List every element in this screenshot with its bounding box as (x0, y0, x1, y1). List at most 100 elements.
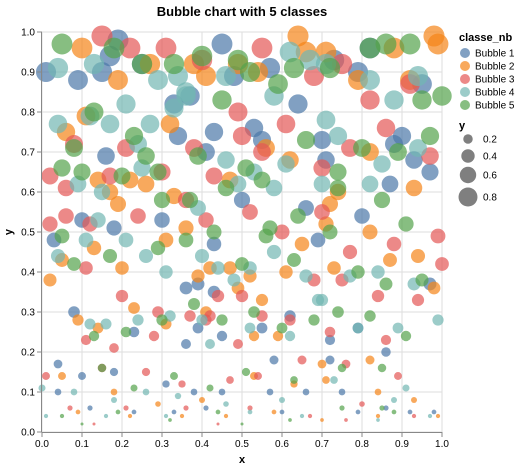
bubble-point (290, 208, 306, 224)
bubble-point (373, 155, 391, 173)
bubble-point (54, 388, 62, 396)
bubble-point (179, 281, 193, 295)
bubble-point (43, 273, 57, 287)
bubble-point (359, 401, 365, 407)
bubble-point (215, 409, 221, 415)
bubble-point (254, 372, 262, 380)
bubble-point (84, 102, 104, 122)
bubble-point (381, 175, 399, 193)
bubble-point (216, 66, 236, 86)
bubble-point (392, 126, 412, 146)
bubble-point (140, 114, 160, 134)
bubble-point (386, 236, 402, 252)
bubble-point (103, 413, 109, 419)
bubble-point (244, 322, 256, 334)
y-tick-label: 0.6 (21, 188, 35, 199)
bubble-point (211, 289, 225, 303)
bubble-point (178, 232, 194, 248)
bubble-point (97, 147, 115, 165)
bubble-point (232, 126, 252, 146)
bubble-point (242, 204, 258, 220)
bubble-point (258, 228, 274, 244)
bubble-point (42, 216, 58, 232)
bubble-point (339, 405, 345, 411)
size-legend-title: y (459, 120, 466, 132)
bubble-point (435, 257, 449, 271)
color-legend-swatch (460, 48, 470, 58)
bubble-point (328, 126, 348, 146)
y-tick-label: 0.8 (21, 108, 35, 119)
bubble-point (223, 261, 237, 275)
bubble-point (106, 220, 122, 236)
bubble-point (130, 208, 146, 224)
bubble-point (371, 265, 385, 279)
bubble-point (432, 86, 452, 106)
bubble-point (435, 413, 441, 419)
bubble-point (43, 413, 49, 419)
bubble-point (132, 314, 144, 326)
bubble-point (149, 163, 167, 181)
color-legend-swatch (460, 61, 470, 71)
bubble-point (138, 248, 154, 264)
bubble-point (411, 413, 417, 419)
bubble-point (237, 159, 255, 177)
bubble-point (408, 66, 428, 86)
bubble-point (179, 413, 185, 419)
bubble-point (272, 330, 284, 342)
bubble-point (101, 167, 119, 185)
bubble-point (279, 397, 285, 403)
bubble-point (141, 367, 151, 377)
bubble-point (130, 384, 138, 392)
bubble-point (313, 175, 331, 193)
color-legend-label: Bubble 3 (475, 75, 515, 86)
x-tick-label: 0.2 (115, 439, 129, 450)
bubble-point (93, 183, 111, 201)
y-tick-label: 0.7 (21, 148, 35, 159)
bubble-point (233, 191, 251, 209)
bubble-point (277, 155, 295, 173)
bubble-point (73, 163, 91, 181)
bubble-point (240, 422, 244, 426)
bubble-point (83, 53, 105, 75)
bubble-point (329, 179, 347, 197)
bubble-point (211, 33, 233, 55)
y-tick-label: 0.5 (21, 228, 35, 239)
bubble-point (59, 413, 65, 419)
bubble-point (206, 236, 222, 252)
bubble-point (355, 409, 361, 415)
bubble-point (171, 409, 177, 415)
bubble-point (299, 269, 313, 283)
bubble-point (75, 409, 81, 415)
bubble-point (420, 126, 440, 146)
bubble-point (51, 33, 73, 55)
bubble-point (115, 261, 129, 275)
color-legend-swatch (460, 74, 470, 84)
bubble-point (191, 269, 205, 283)
bubble-point (100, 318, 112, 330)
bubble-point (241, 367, 251, 377)
bubble-point (324, 326, 336, 338)
bubble-point (432, 314, 444, 326)
bubble-point (90, 212, 106, 228)
bubble-point (251, 37, 273, 59)
bubble-point (379, 405, 385, 411)
bubble-point (71, 37, 93, 59)
bubble-layer (35, 25, 452, 426)
bubble-point (87, 405, 93, 411)
bubble-point (365, 355, 375, 365)
bubble-point (409, 139, 427, 157)
bubble-point (287, 253, 301, 267)
bubble-point (332, 306, 344, 318)
bubble-point (360, 90, 380, 110)
bubble-point (421, 163, 439, 181)
bubble-point (253, 143, 271, 161)
bubble-point (190, 388, 198, 396)
bubble-point (53, 359, 63, 369)
bubble-point (290, 376, 298, 384)
bubble-point (427, 33, 449, 55)
bubble-point (148, 70, 168, 90)
bubble-point (381, 347, 391, 357)
y-tick-label: 0.0 (21, 428, 35, 439)
size-legend-label: 0.4 (483, 152, 497, 163)
bubble-point (110, 196, 126, 212)
